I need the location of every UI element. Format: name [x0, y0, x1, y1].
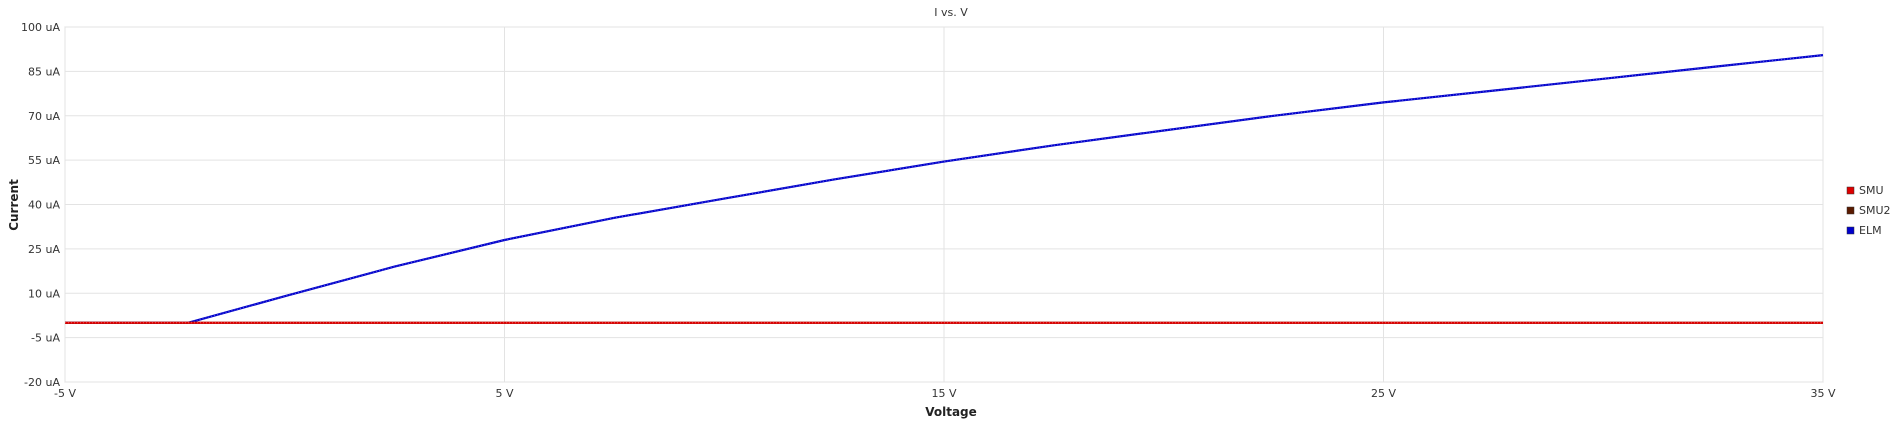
axes: I vs. V Voltage Current 100 uA 85 uA 70 uA…	[7, 6, 1836, 419]
y-tick-label: 100 uA	[21, 21, 60, 34]
x-tick-label: 35 V	[1810, 387, 1835, 400]
series-line-elm	[65, 54, 1824, 324]
chart-title: I vs. V	[934, 6, 968, 19]
y-tick-label: -20 uA	[24, 376, 60, 389]
legend-label-smu2: SMU2	[1859, 204, 1891, 217]
legend-swatch-smu2	[1846, 206, 1855, 215]
y-tick-label: 70 uA	[28, 110, 60, 123]
legend-swatch-smu	[1846, 186, 1855, 195]
y-tick-label: 10 uA	[28, 287, 60, 300]
legend-swatch-elm	[1846, 226, 1855, 235]
series-lines	[65, 54, 1824, 324]
x-tick-label: -5 V	[54, 387, 76, 400]
y-tick-label: -5 uA	[31, 332, 60, 345]
x-tick-label: 25 V	[1371, 387, 1396, 400]
y-tick-label: 25 uA	[28, 243, 60, 256]
y-tick-label: 40 uA	[28, 199, 60, 212]
legend-label-elm: ELM	[1859, 224, 1882, 237]
y-tick-label: 55 uA	[28, 154, 60, 167]
legend: SMU SMU2 ELM	[1846, 184, 1891, 237]
y-axis-title: Current	[7, 179, 21, 231]
x-tick-label: 5 V	[495, 387, 513, 400]
legend-label-smu: SMU	[1859, 184, 1884, 197]
x-tick-label: 15 V	[931, 387, 956, 400]
y-tick-label: 85 uA	[28, 65, 60, 78]
grid	[64, 26, 1824, 383]
x-axis-title: Voltage	[925, 405, 977, 419]
